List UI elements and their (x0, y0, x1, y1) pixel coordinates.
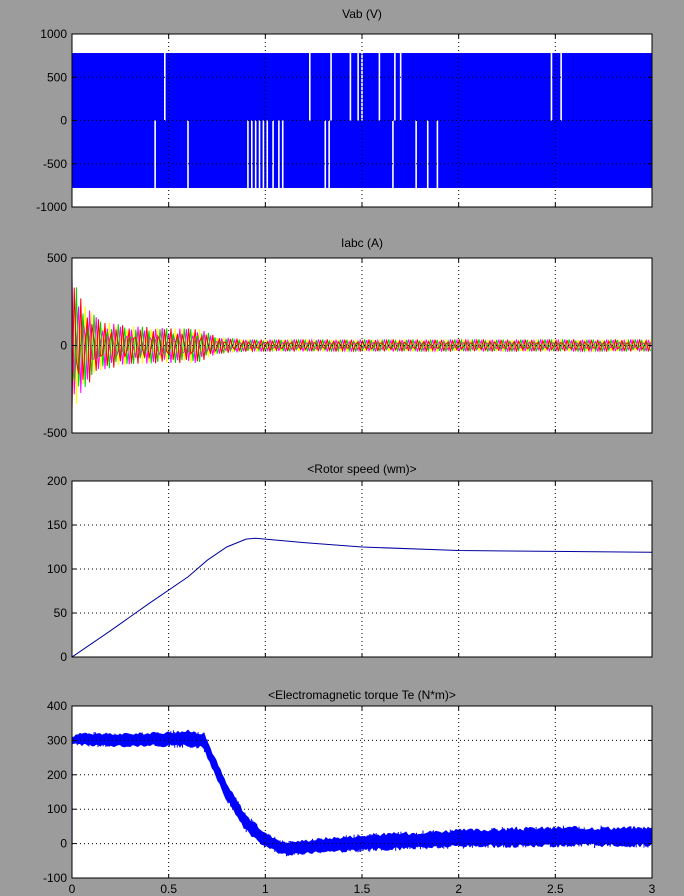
x-tick-label: 1.5 (354, 882, 371, 896)
plot-area-iabc: 500 0 -500 (43, 251, 653, 440)
y-tick-label: 0 (60, 114, 67, 128)
iabc-phase-line (72, 287, 652, 411)
subplot-iabc: Iabc (A) 500 0 -500 (43, 236, 653, 440)
y-tick-label: 500 (47, 70, 67, 84)
y-tick-label: 150 (47, 518, 67, 532)
x-tick-label: 0.5 (160, 882, 177, 896)
chart-title-vab: Vab (V) (342, 7, 382, 21)
y-tick-label: 1000 (40, 27, 67, 41)
chart-title-rotor-speed: <Rotor speed (wm)> (307, 462, 416, 476)
y-tick-label: 300 (47, 733, 67, 747)
y-tick-label: 50 (54, 606, 68, 620)
y-tick-label: -1000 (36, 200, 67, 214)
x-tick-label: 0 (69, 882, 76, 896)
plot-area-rotor-speed: 200 150 100 50 0 (47, 474, 653, 664)
rotor-speed-line (72, 537, 652, 657)
chart-title-iabc: Iabc (A) (341, 236, 383, 250)
y-tick-label: -100 (43, 871, 67, 885)
y-tick-label: 400 (47, 699, 67, 713)
y-tick-label: -500 (43, 157, 67, 171)
y-tick-label: 100 (47, 802, 67, 816)
x-tick-label: 1 (262, 882, 269, 896)
y-tick-label: 0 (60, 650, 67, 664)
x-tick-label: 2 (455, 882, 462, 896)
y-tick-label: 200 (47, 768, 67, 782)
subplot-vab: Vab (V) 1000 500 0 -500 -1000 (36, 7, 653, 214)
y-tick-label: 0 (60, 339, 67, 353)
y-tick-label: 500 (47, 251, 67, 265)
x-tick-label: 2.5 (547, 882, 564, 896)
plot-area-vab: 1000 500 0 -500 -1000 (36, 27, 653, 214)
x-tick-label: 3 (649, 882, 656, 896)
y-tick-label: 0 (60, 837, 67, 851)
y-tick-label: 200 (47, 474, 67, 488)
chart-title-torque: <Electromagnetic torque Te (N*m)> (268, 688, 456, 702)
subplot-rotor-speed: <Rotor speed (wm)> 200 150 100 50 0 (47, 462, 653, 664)
y-tick-label: -500 (43, 426, 67, 440)
y-tick-label: 100 (47, 562, 67, 576)
axes-background (72, 706, 652, 878)
subplot-torque: <Electromagnetic torque Te (N*m)> 400300… (43, 688, 656, 896)
